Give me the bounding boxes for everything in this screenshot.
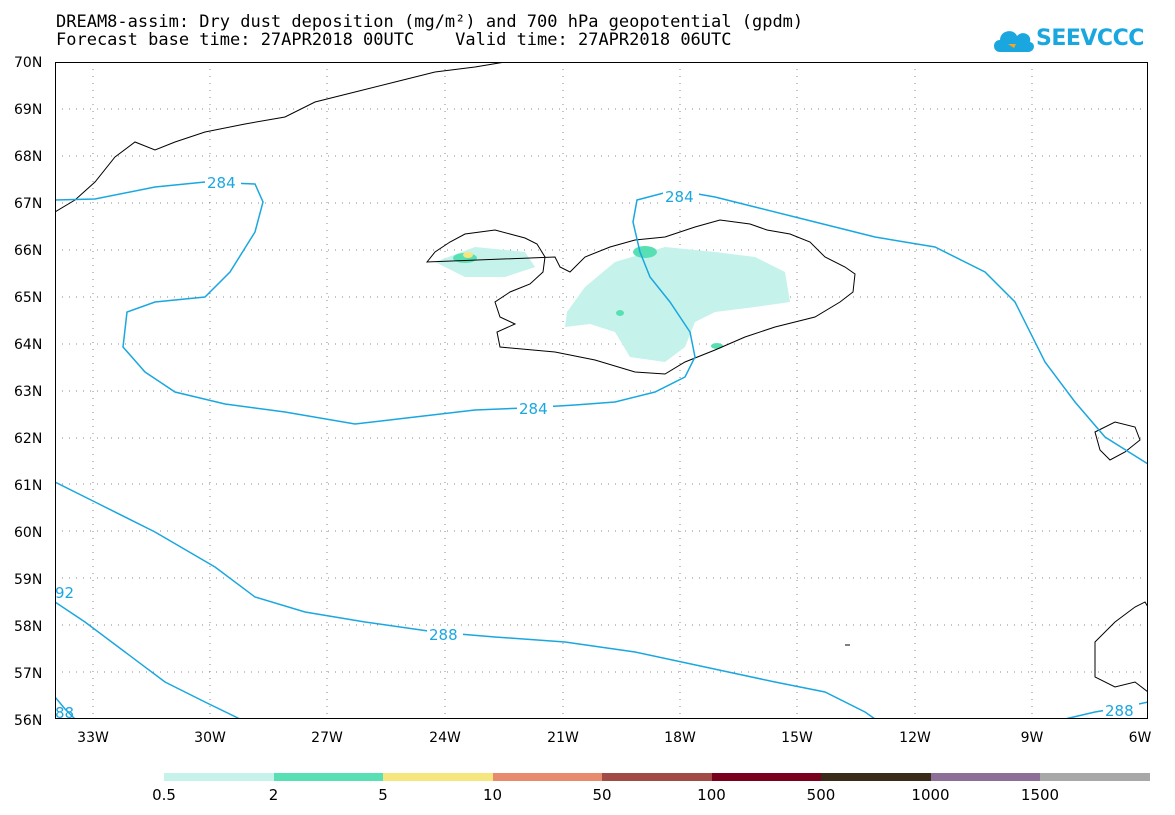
colorbar-segment xyxy=(821,773,931,781)
chart-title-line2: Forecast base time: 27APR2018 00UTC Vali… xyxy=(56,30,732,50)
latitude-label: 62N xyxy=(14,431,43,447)
colorbar-segment xyxy=(930,773,1041,781)
colorbar-label: 2 xyxy=(268,786,279,804)
latitude-label: 68N xyxy=(14,149,43,165)
contour-label: 284 xyxy=(665,188,694,206)
colorbar-segment xyxy=(383,773,493,781)
longitude-label: 12W xyxy=(899,730,931,746)
latitude-label: 66N xyxy=(14,243,43,259)
dust-deposition-shading xyxy=(435,246,790,362)
contour-label: 288 xyxy=(429,626,458,644)
longitude-label: 9W xyxy=(1020,730,1044,746)
latitude-label: 57N xyxy=(14,666,43,682)
map-border xyxy=(55,62,1148,719)
longitude-label: 15W xyxy=(781,730,813,746)
latitude-label: 70N xyxy=(14,55,43,71)
contour-label-group: 284 284 284 288 288 92 88 xyxy=(55,174,1139,719)
latitude-label: 67N xyxy=(14,196,43,212)
longitude-label: 6W xyxy=(1128,730,1152,746)
colorbar-label: 5 xyxy=(378,786,388,804)
contour-label: 284 xyxy=(207,174,236,192)
longitude-label: 24W xyxy=(429,730,461,746)
colorbar-label: 1500 xyxy=(1020,786,1060,804)
latitude-label: 61N xyxy=(14,478,43,494)
latitude-label: 69N xyxy=(14,102,43,118)
contour-label: 284 xyxy=(519,400,548,418)
latitude-label: 65N xyxy=(14,290,43,306)
longitude-label: 21W xyxy=(547,730,579,746)
contour-label: 92 xyxy=(55,584,74,602)
colorbar-segment xyxy=(711,773,822,781)
latitude-label: 60N xyxy=(14,525,43,541)
seevccc-logo: SEEVCCC xyxy=(990,18,1144,58)
chart-title-line1: DREAM8-assim: Dry dust deposition (mg/m²… xyxy=(56,12,804,32)
contour-label: 288 xyxy=(1105,702,1134,719)
colorbar-segment xyxy=(602,773,712,781)
latitude-label: 58N xyxy=(14,619,43,635)
longitude-label: 30W xyxy=(194,730,226,746)
longitude-label: 33W xyxy=(77,730,109,746)
geopotential-contours xyxy=(55,181,1148,719)
longitude-label: 27W xyxy=(311,730,343,746)
logo-text: SEEVCCC xyxy=(1036,26,1144,51)
longitude-label: 18W xyxy=(664,730,696,746)
cloud-icon xyxy=(994,31,1034,52)
latitude-label: 56N xyxy=(14,713,43,729)
gridlines xyxy=(55,62,1148,719)
colorbar-label: 0.5 xyxy=(152,786,176,804)
colorbar-label: 1000 xyxy=(911,786,950,804)
latitude-label: 59N xyxy=(14,572,43,588)
colorbar-segment xyxy=(273,773,384,781)
map-area: 284 284 284 288 288 92 88 xyxy=(55,62,1148,719)
colorbar-segment xyxy=(164,773,274,781)
contour-label: 88 xyxy=(55,704,74,719)
latitude-label: 64N xyxy=(14,337,43,353)
latitude-label: 63N xyxy=(14,384,43,400)
colorbar-label: 100 xyxy=(697,786,726,804)
colorbar-label: 10 xyxy=(482,786,503,804)
coastlines xyxy=(55,62,1148,693)
colorbar-label: 50 xyxy=(592,786,612,804)
colorbar-segment xyxy=(1040,773,1150,781)
colorbar-segment xyxy=(492,773,603,781)
colorbar-label: 500 xyxy=(806,786,836,804)
